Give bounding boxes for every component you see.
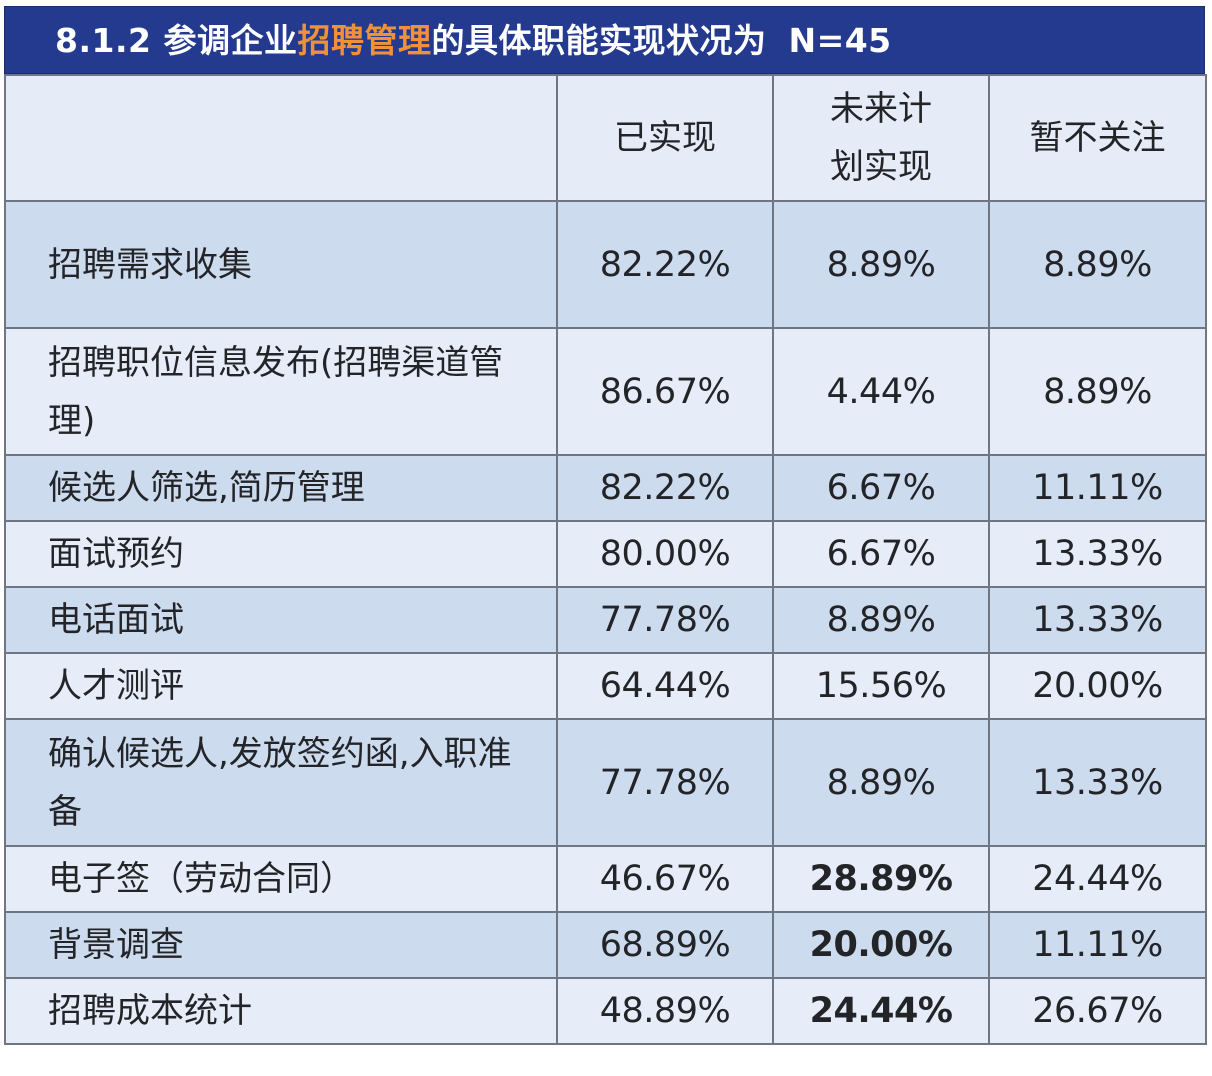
cell-implemented: 46.67% <box>556 845 774 913</box>
cell-not-concerned: 24.44% <box>988 845 1207 913</box>
cell-implemented: 68.89% <box>556 911 774 979</box>
cell-planned-highlighted: 28.89% <box>772 845 990 913</box>
cell-planned-highlighted: 20.00% <box>772 911 990 979</box>
header-implemented-label: 已实现 <box>614 118 716 158</box>
cell-implemented: 82.22% <box>556 200 774 329</box>
row-item: 面试预约 <box>4 520 558 588</box>
cell-not-concerned: 11.11% <box>988 454 1207 522</box>
table-row: 确认候选人,发放签约函,入职准备 77.78% 8.89% 13.33% <box>4 718 1207 847</box>
title-suffix: 的具体职能实现状况为 <box>431 21 767 60</box>
row-item: 候选人筛选,简历管理 <box>4 454 558 522</box>
cell-not-concerned: 13.33% <box>988 718 1207 847</box>
table-row: 候选人筛选,简历管理 82.22% 6.67% 11.11% <box>4 454 1207 522</box>
header-planned: 未来计 划实现 <box>772 74 990 202</box>
header-implemented: 已实现 <box>556 74 774 202</box>
table-row: 电话面试 77.78% 8.89% 13.33% <box>4 586 1207 654</box>
header-not-concerned-label: 暂不关注 <box>1029 118 1166 158</box>
cell-implemented: 48.89% <box>556 977 774 1045</box>
row-item: 电子签（劳动合同） <box>4 845 558 913</box>
cell-planned: 6.67% <box>772 454 990 522</box>
cell-implemented: 82.22% <box>556 454 774 522</box>
cell-planned: 8.89% <box>772 586 990 654</box>
cell-planned: 6.67% <box>772 520 990 588</box>
cell-implemented: 64.44% <box>556 652 774 720</box>
row-item: 招聘需求收集 <box>4 200 558 329</box>
table-row: 背景调查 68.89% 20.00% 11.11% <box>4 911 1207 979</box>
cell-planned: 15.56% <box>772 652 990 720</box>
table-row: 招聘成本统计 48.89% 24.44% 26.67% <box>4 977 1207 1045</box>
cell-implemented: 77.78% <box>556 718 774 847</box>
row-item: 招聘成本统计 <box>4 977 558 1045</box>
row-item: 电话面试 <box>4 586 558 654</box>
cell-planned: 4.44% <box>772 327 990 456</box>
cell-not-concerned: 26.67% <box>988 977 1207 1045</box>
table-row: 招聘职位信息发布(招聘渠道管理) 86.67% 4.44% 8.89% <box>4 327 1207 456</box>
cell-planned-highlighted: 24.44% <box>772 977 990 1045</box>
cell-planned: 8.89% <box>772 718 990 847</box>
cell-implemented: 80.00% <box>556 520 774 588</box>
row-item: 招聘职位信息发布(招聘渠道管理) <box>4 327 558 456</box>
table-row: 人才测评 64.44% 15.56% 20.00% <box>4 652 1207 720</box>
cell-not-concerned: 8.89% <box>988 327 1207 456</box>
cell-not-concerned: 20.00% <box>988 652 1207 720</box>
table-title: 8.1.2 参调企业招聘管理的具体职能实现状况为 N=45 <box>4 6 1205 74</box>
cell-implemented: 86.67% <box>556 327 774 456</box>
cell-implemented: 77.78% <box>556 586 774 654</box>
row-item: 人才测评 <box>4 652 558 720</box>
table-row: 面试预约 80.00% 6.67% 13.33% <box>4 520 1207 588</box>
cell-planned: 8.89% <box>772 200 990 329</box>
header-planned-line1: 未来计 <box>830 89 932 129</box>
header-not-concerned: 暂不关注 <box>988 74 1207 202</box>
row-item: 背景调查 <box>4 911 558 979</box>
header-planned-line2: 划实现 <box>830 147 932 187</box>
title-highlight: 招聘管理 <box>297 21 432 60</box>
cell-not-concerned: 8.89% <box>988 200 1207 329</box>
row-item: 确认候选人,发放签约函,入职准备 <box>4 718 558 847</box>
header-item <box>4 74 558 202</box>
table-row: 电子签（劳动合同） 46.67% 28.89% 24.44% <box>4 845 1207 913</box>
recruitment-functions-table: 已实现 未来计划实现 暂不关注 招聘需求收集 82.22% 8.89% 8.89… <box>4 74 1207 1045</box>
title-prefix: 8.1.2 参调企业 <box>55 21 298 60</box>
sample-size: N=45 <box>788 21 892 60</box>
table-row: 招聘需求收集 82.22% 8.89% 8.89% <box>4 200 1207 329</box>
survey-table-figure: 8.1.2 参调企业招聘管理的具体职能实现状况为 N=45 已实现 未来计划实现 … <box>4 6 1207 1045</box>
cell-not-concerned: 11.11% <box>988 911 1207 979</box>
cell-not-concerned: 13.33% <box>988 520 1207 588</box>
header-row: 已实现 未来计划实现 暂不关注 <box>4 74 1207 202</box>
cell-not-concerned: 13.33% <box>988 586 1207 654</box>
